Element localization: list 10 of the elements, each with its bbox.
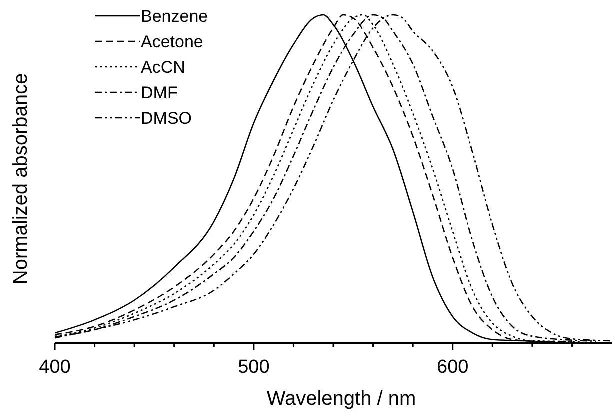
- x-tick-label: 600: [437, 357, 469, 378]
- legend-label: Benzene: [141, 7, 208, 26]
- legend-label: Acetone: [141, 32, 204, 52]
- legend-label: DMF: [141, 84, 178, 102]
- legend-label: DMSO: [141, 109, 192, 128]
- legend-label: AcCN: [141, 58, 186, 77]
- y-axis-title: Normalized absorbance: [10, 73, 32, 285]
- x-tick-label: 400: [39, 357, 71, 378]
- x-tick-label: 500: [238, 357, 270, 378]
- x-axis-title: Wavelength / nm: [266, 388, 416, 410]
